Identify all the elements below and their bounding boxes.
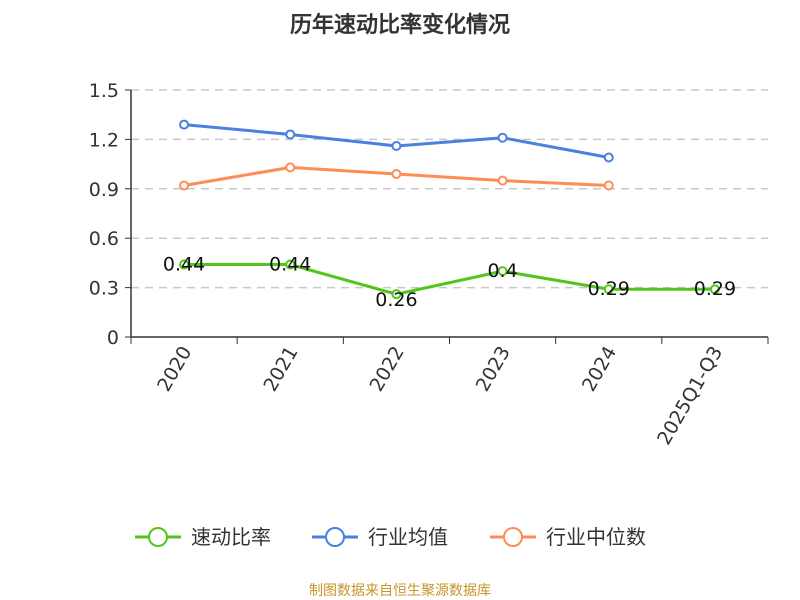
legend-marker — [148, 527, 168, 547]
data-label: 0.29 — [588, 278, 630, 300]
data-label: 0.44 — [269, 254, 311, 276]
legend-label: 速动比率 — [191, 525, 271, 549]
data-point[interactable] — [497, 175, 508, 186]
y-tick-label: 0.3 — [89, 278, 119, 300]
x-tick-label: 2023 — [472, 343, 515, 396]
x-tick-label: 2021 — [259, 343, 302, 396]
data-point[interactable] — [709, 284, 720, 295]
legend-item-2[interactable]: 行业中位数 — [490, 525, 646, 549]
legend-item-1[interactable]: 行业均值 — [312, 525, 448, 549]
x-tick-label: 2020 — [153, 343, 196, 396]
x-tick-label: 2024 — [578, 343, 621, 396]
data-point[interactable] — [285, 129, 296, 140]
legend-label: 行业均值 — [368, 525, 448, 549]
data-point[interactable] — [391, 289, 402, 300]
series-2 — [179, 162, 614, 191]
y-tick-label: 0 — [107, 327, 119, 349]
data-label: 0.4 — [487, 260, 517, 282]
series-1 — [179, 119, 614, 163]
series-0: 0.44 0.44 0.26 0.4 0.29 0.29 — [163, 254, 736, 312]
chart-title: 历年速动比率变化情况 — [290, 12, 510, 38]
x-tick-label: 2022 — [366, 343, 409, 396]
y-tick-label: 1.2 — [89, 129, 119, 151]
y-tick-label: 0.6 — [89, 228, 119, 250]
legend-label: 行业中位数 — [546, 525, 646, 549]
data-point[interactable] — [391, 168, 402, 179]
data-point[interactable] — [497, 132, 508, 143]
data-point[interactable] — [603, 284, 614, 295]
data-point[interactable] — [285, 162, 296, 173]
data-point[interactable] — [285, 259, 296, 270]
x-tick-label: 2025Q1-Q3 — [653, 343, 727, 449]
data-point[interactable] — [391, 140, 402, 151]
source-note: 制图数据来自恒生聚源数据库 — [309, 583, 491, 599]
series-line — [184, 263, 715, 296]
legend-item-0[interactable]: 速动比率 — [135, 525, 271, 549]
data-point[interactable] — [179, 259, 190, 270]
data-point[interactable] — [497, 266, 508, 277]
legend-marker — [325, 527, 345, 547]
legend-marker — [503, 527, 523, 547]
data-label: 0.29 — [694, 278, 736, 300]
data-label: 0.44 — [163, 254, 205, 276]
data-point[interactable] — [179, 180, 190, 191]
y-tick-label: 1.5 — [89, 80, 119, 102]
y-tick-label: 0.9 — [89, 179, 119, 201]
data-point[interactable] — [603, 180, 614, 191]
data-point[interactable] — [179, 119, 190, 130]
data-point[interactable] — [603, 152, 614, 163]
data-label: 0.26 — [375, 289, 417, 311]
